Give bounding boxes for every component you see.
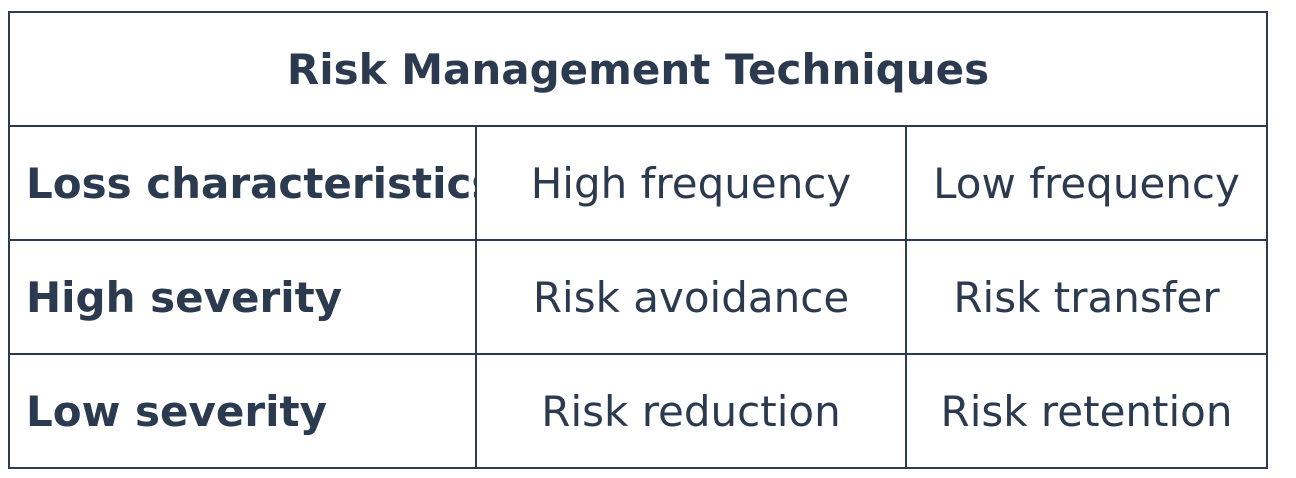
table-title: Risk Management Techniques bbox=[9, 12, 1267, 126]
risk-management-table: Risk Management Techniques Loss characte… bbox=[8, 11, 1268, 469]
table-title-row: Risk Management Techniques bbox=[9, 12, 1267, 126]
table-header-row: Loss characteristics High frequency Low … bbox=[9, 126, 1267, 240]
table-row-low-severity: Low severity Risk reduction Risk retenti… bbox=[9, 354, 1267, 468]
loss-characteristics-label: Loss characteristics bbox=[9, 126, 476, 240]
row-header-high-severity: High severity bbox=[9, 240, 476, 354]
cell-risk-avoidance: Risk avoidance bbox=[476, 240, 906, 354]
row-header-low-severity: Low severity bbox=[9, 354, 476, 468]
cell-risk-transfer: Risk transfer bbox=[906, 240, 1267, 354]
cell-risk-retention: Risk retention bbox=[906, 354, 1267, 468]
column-header-high-frequency: High frequency bbox=[476, 126, 906, 240]
cell-risk-reduction: Risk reduction bbox=[476, 354, 906, 468]
table-row-high-severity: High severity Risk avoidance Risk transf… bbox=[9, 240, 1267, 354]
risk-table-container: Risk Management Techniques Loss characte… bbox=[8, 11, 1266, 467]
column-header-low-frequency: Low frequency bbox=[906, 126, 1267, 240]
